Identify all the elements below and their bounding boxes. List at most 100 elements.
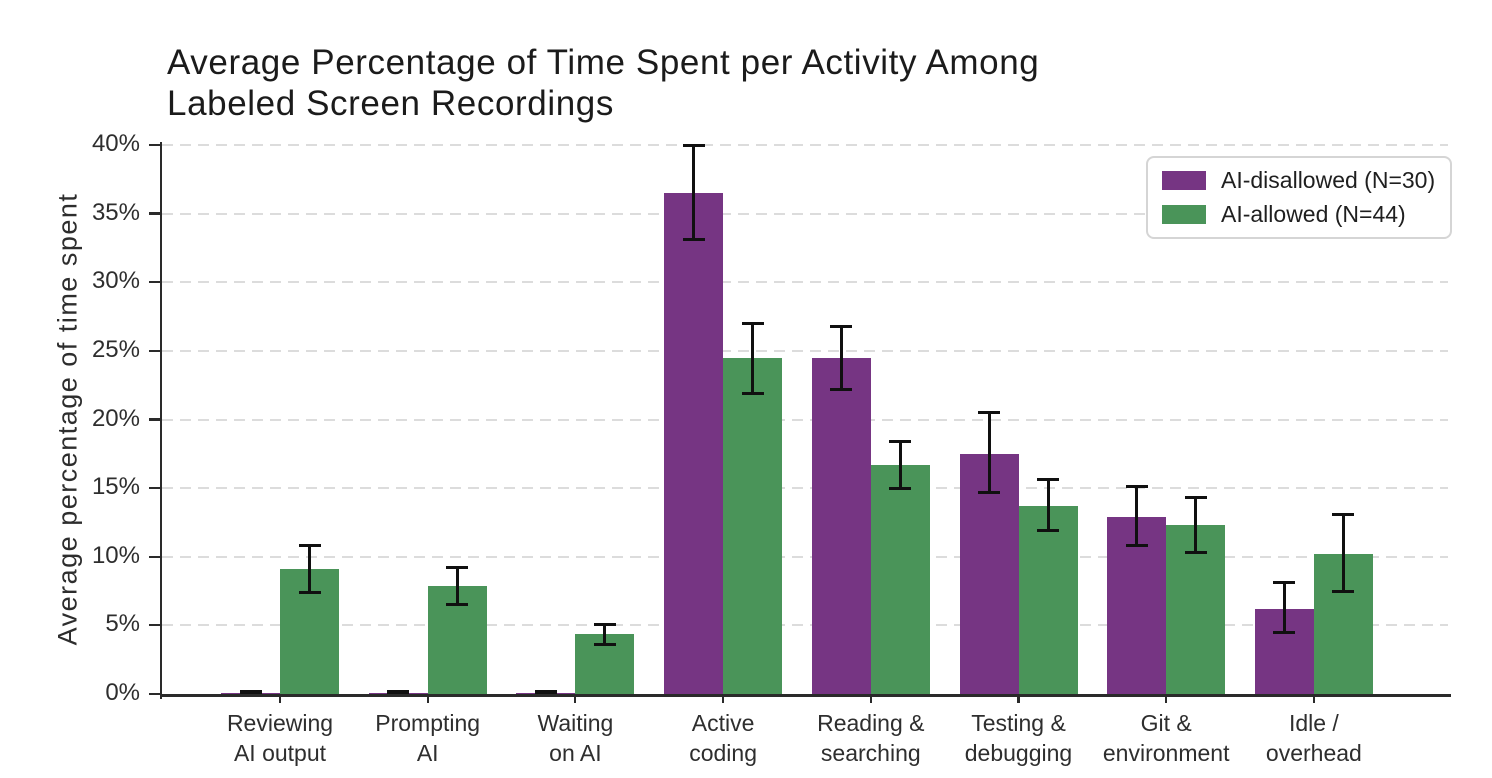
bar-ai-allowed-reading-searching: [870, 464, 930, 694]
errorbar-cap-top-git-environment-s0: [1125, 485, 1148, 489]
legend-swatch-ai-disallowed: [1162, 171, 1206, 190]
bar-ai-allowed-testing-debugging: [1018, 505, 1078, 694]
errorbar-ai-allowed-idle-overhead: [1341, 514, 1345, 592]
bar-ai-disallowed-testing-debugging: [959, 453, 1019, 694]
x-tick-git-environment: [1165, 694, 1168, 703]
errorbar-ai-allowed-waiting-on-ai: [603, 624, 607, 645]
y-tick-label-35pct: 35%: [91, 198, 140, 226]
x-tick-label-line: Testing &: [971, 710, 1066, 736]
y-axis-spine: [159, 142, 162, 699]
errorbar-cap-bottom-idle-overhead-s0: [1273, 630, 1296, 634]
errorbar-ai-allowed-active-coding: [751, 323, 755, 394]
errorbar-ai-allowed-reading-searching: [898, 441, 902, 489]
gridline-40pct: [162, 144, 1448, 146]
errorbar-cap-bottom-git-environment-s1: [1184, 551, 1207, 555]
errorbar-cap-top-reading-searching-s1: [889, 439, 912, 443]
errorbar-cap-bottom-waiting-on-ai-s0: [534, 691, 557, 694]
errorbar-cap-top-reviewing-ai-output-s1: [298, 544, 321, 548]
errorbar-cap-top-idle-overhead-s1: [1332, 512, 1355, 516]
y-tick-40pct: [149, 143, 160, 146]
errorbar-ai-disallowed-testing-debugging: [987, 412, 991, 493]
errorbar-cap-bottom-idle-overhead-s1: [1332, 589, 1355, 593]
errorbar-cap-top-git-environment-s1: [1184, 496, 1207, 500]
errorbar-cap-bottom-prompting-ai-s1: [446, 603, 469, 607]
errorbar-ai-disallowed-active-coding: [692, 145, 696, 240]
chart-title: Average Percentage of Time Spent per Act…: [167, 42, 1039, 124]
y-tick-label-0pct: 0%: [105, 679, 140, 706]
errorbar-cap-top-active-coding-s0: [682, 143, 705, 147]
errorbar-cap-bottom-testing-debugging-s0: [978, 490, 1000, 494]
x-axis-spine: [159, 694, 1451, 697]
errorbar-cap-top-reading-searching-s0: [830, 324, 853, 328]
errorbar-cap-top-idle-overhead-s0: [1273, 581, 1296, 585]
y-tick-0pct: [149, 692, 160, 695]
errorbar-ai-allowed-git-environment: [1194, 497, 1198, 553]
legend-item-ai-allowed: AI-allowed (N=44): [1162, 201, 1435, 228]
chart-title-line-1: Average Percentage of Time Spent per Act…: [167, 43, 1040, 82]
y-tick-label-20pct: 20%: [91, 404, 140, 432]
errorbar-cap-bottom-testing-debugging-s1: [1037, 529, 1059, 533]
y-tick-15pct: [149, 486, 160, 490]
errorbar-cap-bottom-reading-searching-s0: [830, 387, 853, 391]
y-tick-20pct: [149, 418, 160, 421]
x-tick-label-active-coding: Active coding: [628, 708, 818, 768]
bar-ai-disallowed-active-coding: [664, 193, 724, 694]
x-tick-label-prompting-ai: Prompting AI: [333, 708, 523, 768]
y-tick-label-10pct: 10%: [91, 541, 140, 569]
x-tick-idle-overhead: [1312, 694, 1315, 703]
errorbar-ai-disallowed-idle-overhead: [1282, 582, 1286, 633]
x-tick-active-coding: [722, 694, 725, 703]
x-tick-label-line: Reviewing: [226, 710, 334, 736]
gridline-25pct: [162, 349, 1448, 352]
y-tick-5pct: [149, 624, 160, 627]
x-tick-label-line: Waiting: [537, 710, 614, 736]
x-tick-label-line: searching: [820, 740, 921, 766]
x-tick-label-line: Git &: [1140, 710, 1192, 736]
x-tick-label-line: on AI: [549, 740, 602, 766]
errorbar-cap-top-waiting-on-ai-s1: [593, 622, 616, 626]
x-tick-label-line: environment: [1102, 740, 1230, 766]
legend-item-ai-disallowed: AI-disallowed (N=30): [1162, 167, 1435, 194]
bar-ai-allowed-active-coding: [723, 357, 783, 694]
x-tick-label-line: coding: [689, 740, 757, 766]
errorbar-cap-bottom-reviewing-ai-output-s1: [298, 590, 321, 594]
bar-ai-disallowed-reading-searching: [811, 357, 871, 694]
x-tick-label-line: Prompting: [375, 710, 481, 736]
x-tick-testing-debugging: [1017, 694, 1020, 703]
y-tick-label-5pct: 5%: [105, 610, 140, 638]
legend-label-ai-allowed: AI-allowed (N=44): [1221, 201, 1406, 227]
y-tick-25pct: [149, 349, 160, 352]
x-tick-label-reading-searching: Reading & searching: [776, 708, 966, 768]
x-tick-label-testing-debugging: Testing & debugging: [924, 708, 1114, 768]
errorbar-cap-bottom-reviewing-ai-output-s0: [239, 691, 262, 694]
y-tick-label-25pct: 25%: [91, 335, 140, 363]
errorbar-cap-bottom-git-environment-s0: [1125, 544, 1148, 548]
legend: AI-disallowed (N=30) AI-allowed (N=44): [1146, 156, 1453, 239]
errorbar-cap-bottom-reading-searching-s1: [889, 486, 912, 490]
y-tick-label-40pct: 40%: [91, 130, 140, 157]
x-tick-label-line: overhead: [1265, 740, 1362, 766]
gridline-20pct: [162, 418, 1448, 421]
x-tick-label-line: Reading &: [817, 710, 925, 736]
gridline-10pct: [162, 555, 1448, 558]
gridline-30pct: [162, 281, 1448, 284]
errorbar-ai-allowed-testing-debugging: [1046, 479, 1050, 531]
y-tick-35pct: [149, 212, 160, 215]
x-tick-label-line: debugging: [964, 740, 1073, 766]
plot-area: 0% 5% 10% 15% 20% 25% 30% 35% 40% Reviewing AI out…: [92, 130, 1451, 766]
gridline-5pct: [162, 624, 1448, 627]
x-tick-reading-searching: [869, 694, 872, 703]
x-tick-reviewing-ai-output: [278, 694, 282, 703]
errorbar-cap-bottom-active-coding-s0: [682, 238, 705, 242]
errorbar-ai-allowed-reviewing-ai-output: [308, 545, 311, 593]
errorbar-ai-disallowed-reading-searching: [839, 326, 843, 390]
errorbar-cap-bottom-waiting-on-ai-s1: [593, 643, 616, 647]
x-tick-label-line: AI: [416, 740, 439, 766]
x-tick-label-reviewing-ai-output: Reviewing AI output: [185, 708, 375, 768]
gridline-15pct: [162, 487, 1448, 490]
gridline-35pct: [162, 212, 1448, 215]
x-tick-waiting-on-ai: [574, 694, 577, 703]
x-tick-label-line: AI output: [233, 740, 327, 766]
errorbar-cap-top-active-coding-s1: [741, 321, 764, 325]
legend-label-ai-disallowed: AI-disallowed (N=30): [1221, 167, 1436, 193]
